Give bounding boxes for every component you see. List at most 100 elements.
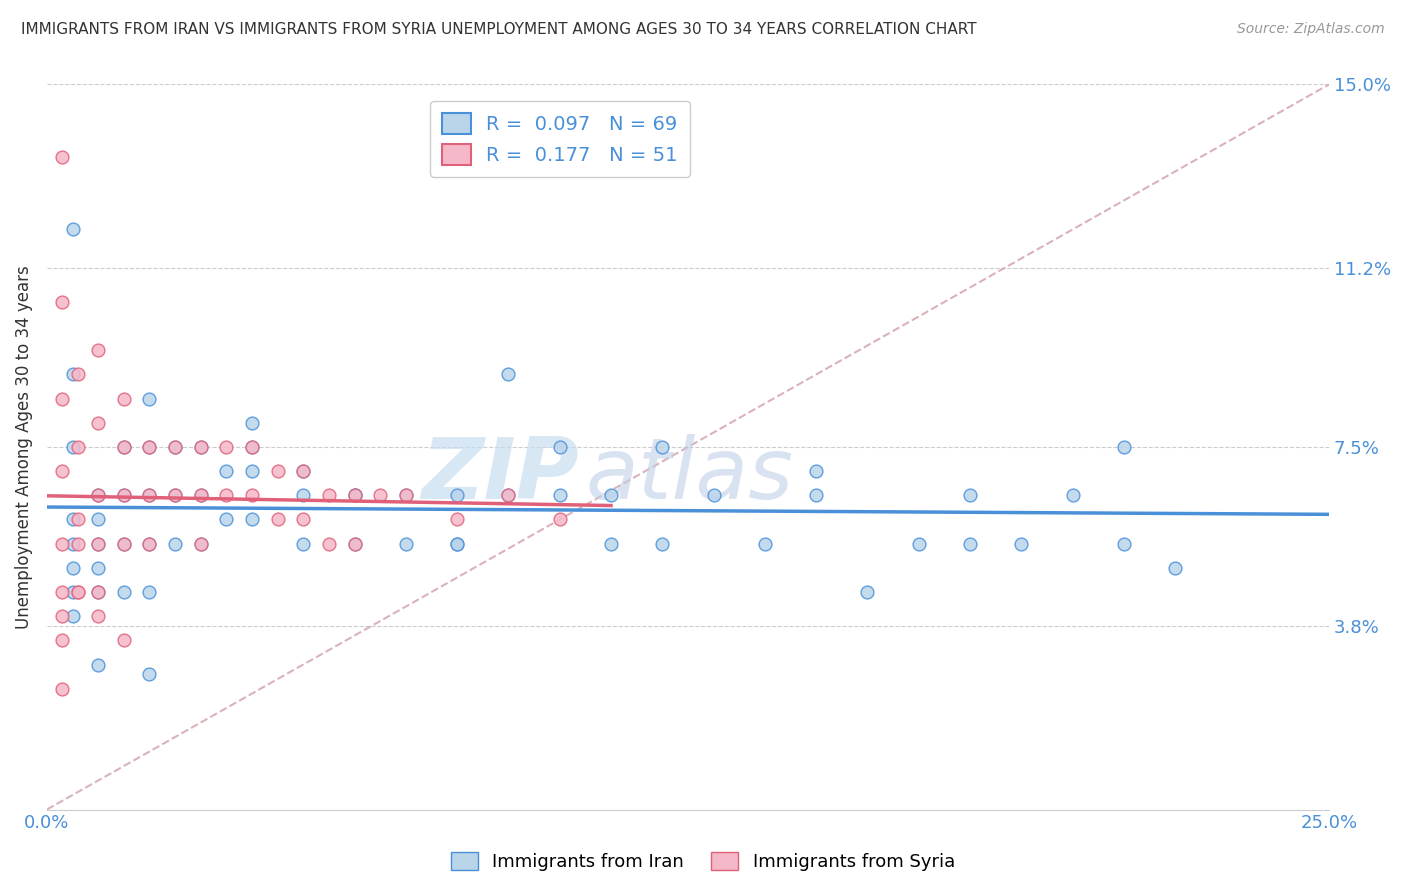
Point [190, 536, 212, 550]
Point [754, 536, 776, 550]
Point [62, 561, 84, 575]
Point [87, 512, 110, 526]
Point [343, 488, 366, 502]
Point [138, 585, 160, 599]
Point [165, 440, 187, 454]
Point [51, 536, 73, 550]
Point [703, 488, 725, 502]
Point [343, 488, 366, 502]
Point [804, 488, 827, 502]
Point [138, 667, 160, 681]
Point [87, 585, 110, 599]
Point [51, 609, 73, 624]
Point [66, 585, 89, 599]
Point [240, 488, 263, 502]
Point [240, 440, 263, 454]
Point [190, 440, 212, 454]
Point [215, 512, 238, 526]
Point [446, 488, 468, 502]
Point [548, 488, 571, 502]
Point [1112, 536, 1135, 550]
Point [51, 150, 73, 164]
Point [112, 633, 135, 648]
Point [266, 512, 288, 526]
Point [318, 488, 340, 502]
Point [66, 368, 89, 382]
Point [87, 609, 110, 624]
Point [138, 440, 160, 454]
Point [165, 488, 187, 502]
Point [51, 464, 73, 478]
Point [51, 681, 73, 696]
Point [856, 585, 879, 599]
Y-axis label: Unemployment Among Ages 30 to 34 years: Unemployment Among Ages 30 to 34 years [15, 265, 32, 629]
Point [318, 536, 340, 550]
Point [87, 561, 110, 575]
Point [395, 488, 418, 502]
Text: Source: ZipAtlas.com: Source: ZipAtlas.com [1237, 22, 1385, 37]
Point [66, 440, 89, 454]
Point [66, 536, 89, 550]
Point [62, 368, 84, 382]
Point [548, 440, 571, 454]
Point [343, 536, 366, 550]
Point [651, 536, 673, 550]
Point [190, 488, 212, 502]
Point [87, 416, 110, 430]
Point [165, 536, 187, 550]
Point [1164, 561, 1187, 575]
Point [1112, 440, 1135, 454]
Point [112, 536, 135, 550]
Point [395, 536, 418, 550]
Text: atlas: atlas [585, 434, 793, 517]
Point [266, 464, 288, 478]
Point [51, 585, 73, 599]
Point [600, 536, 623, 550]
Legend: R =  0.097   N = 69, R =  0.177   N = 51: R = 0.097 N = 69, R = 0.177 N = 51 [430, 102, 689, 177]
Point [292, 536, 315, 550]
Point [240, 440, 263, 454]
Point [87, 343, 110, 358]
Point [804, 464, 827, 478]
Point [112, 488, 135, 502]
Point [215, 488, 238, 502]
Point [498, 488, 520, 502]
Point [240, 512, 263, 526]
Text: ZIP: ZIP [422, 434, 579, 517]
Point [446, 536, 468, 550]
Point [240, 416, 263, 430]
Point [292, 488, 315, 502]
Point [112, 536, 135, 550]
Point [215, 440, 238, 454]
Point [66, 512, 89, 526]
Point [62, 512, 84, 526]
Point [138, 488, 160, 502]
Point [62, 585, 84, 599]
Point [190, 536, 212, 550]
Point [51, 392, 73, 406]
Point [87, 657, 110, 672]
Point [51, 295, 73, 310]
Point [112, 585, 135, 599]
Point [112, 392, 135, 406]
Point [907, 536, 929, 550]
Point [959, 536, 981, 550]
Point [62, 222, 84, 236]
Point [51, 633, 73, 648]
Point [959, 488, 981, 502]
Point [112, 440, 135, 454]
Point [368, 488, 391, 502]
Point [138, 536, 160, 550]
Point [600, 488, 623, 502]
Point [138, 392, 160, 406]
Point [66, 585, 89, 599]
Point [1062, 488, 1084, 502]
Point [498, 488, 520, 502]
Point [395, 488, 418, 502]
Text: IMMIGRANTS FROM IRAN VS IMMIGRANTS FROM SYRIA UNEMPLOYMENT AMONG AGES 30 TO 34 Y: IMMIGRANTS FROM IRAN VS IMMIGRANTS FROM … [21, 22, 977, 37]
Point [292, 464, 315, 478]
Point [651, 440, 673, 454]
Point [62, 536, 84, 550]
Point [292, 464, 315, 478]
Point [165, 440, 187, 454]
